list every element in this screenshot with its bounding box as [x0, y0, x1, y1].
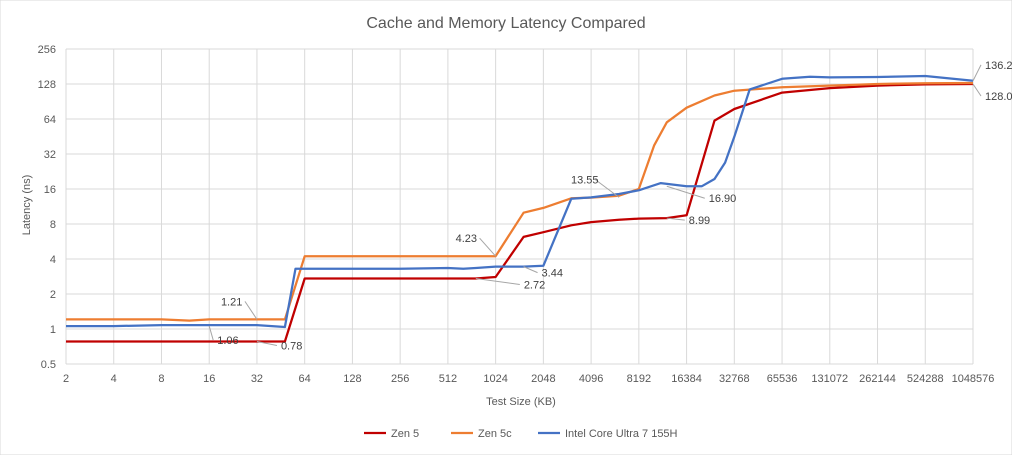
x-tick-label: 524288 [907, 373, 944, 385]
x-tick-label: 8 [158, 373, 164, 385]
y-tick-label: 32 [44, 149, 56, 161]
x-tick-label: 256 [391, 373, 409, 385]
legend-entry: Zen 5 [391, 428, 419, 440]
y-tick-label: 1 [50, 324, 56, 336]
data-label-leader [256, 341, 278, 347]
x-tick-label: 262144 [859, 373, 896, 385]
x-axis-label: Test Size (KB) [486, 396, 556, 408]
data-label: 1.21 [221, 296, 242, 308]
x-tick-label: 8192 [627, 373, 651, 385]
data-label: 8.99 [689, 215, 710, 227]
y-tick-label: 4 [50, 254, 56, 266]
data-label-leader [666, 217, 685, 221]
y-axis-label: Latency (ns) [21, 175, 33, 236]
data-label: 1.06 [217, 335, 238, 347]
data-label-leader [479, 237, 497, 257]
data-label-leader [594, 178, 620, 198]
series-group [66, 74, 974, 343]
x-tick-label: 4 [111, 373, 117, 385]
x-tick-label: 1048576 [952, 373, 995, 385]
data-label-leader [208, 325, 214, 341]
data-label: 0.78 [281, 341, 302, 353]
x-axis-ticks: 2 4 8 16 32 64 128 256 512 1024 2048 4096 8192 16384 3… [63, 373, 994, 385]
series-line-intel-core-ultra-7-155h [66, 74, 974, 329]
legend-entry: Zen 5c [478, 428, 512, 440]
x-tick-label: 1024 [483, 373, 507, 385]
legend-entry: Intel Core Ultra 7 155H [565, 428, 678, 440]
data-label: 3.44 [542, 268, 563, 280]
x-tick-label: 32 [251, 373, 263, 385]
data-label-leader [972, 64, 982, 82]
data-labels: 1.21 1.06 0.78 4.23 2.723.44 13.55 16.90 8.99 13… [208, 60, 1012, 353]
chart-title: Cache and Memory Latency Compared [366, 15, 645, 32]
data-label: 128.06 [985, 91, 1012, 103]
data-label-leader [523, 266, 538, 274]
data-label: 136.26 [985, 60, 1012, 72]
y-tick-label: 64 [44, 114, 56, 126]
y-tick-label: 0.5 [41, 359, 56, 371]
x-tick-label: 2 [63, 373, 69, 385]
data-label-leader [475, 277, 520, 285]
x-tick-label: 16 [203, 373, 215, 385]
y-tick-label: 256 [38, 44, 56, 56]
x-tick-label: 512 [439, 373, 457, 385]
y-tick-label: 8 [50, 219, 56, 231]
x-tick-label: 128 [343, 373, 361, 385]
data-label: 4.23 [456, 233, 477, 245]
x-tick-label: 65536 [767, 373, 798, 385]
series-line-zen-5 [66, 82, 974, 343]
x-tick-label: 32768 [719, 373, 750, 385]
data-label: 2.72 [524, 279, 545, 291]
data-label-leader [666, 185, 705, 199]
x-tick-label: 64 [299, 373, 311, 385]
data-label: 13.55 [571, 174, 599, 186]
x-tick-label: 2048 [531, 373, 555, 385]
grid [65, 48, 974, 365]
y-tick-label: 2 [50, 289, 56, 301]
x-tick-label: 131072 [811, 373, 848, 385]
data-label-leader [972, 83, 982, 97]
y-tick-label: 16 [44, 184, 56, 196]
data-label-leader [244, 301, 258, 320]
data-label: 16.90 [709, 193, 737, 205]
y-tick-label: 128 [38, 79, 56, 91]
legend: Zen 5 Zen 5c Intel Core Ultra 7 155H [364, 428, 678, 440]
y-axis-ticks: 0.5 1 2 4 8 16 32 64 128 256 [38, 44, 56, 371]
x-tick-label: 4096 [579, 373, 603, 385]
x-tick-label: 16384 [671, 373, 702, 385]
